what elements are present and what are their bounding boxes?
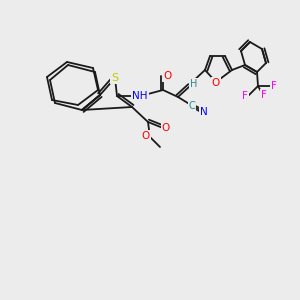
Text: N: N: [200, 107, 208, 117]
Text: S: S: [111, 73, 118, 83]
Text: H: H: [190, 79, 198, 89]
Text: F: F: [271, 81, 277, 91]
Text: O: O: [142, 131, 150, 141]
Text: NH: NH: [132, 91, 148, 101]
Text: O: O: [163, 71, 171, 81]
Text: F: F: [242, 91, 248, 101]
Text: F: F: [261, 90, 267, 100]
Text: O: O: [212, 78, 220, 88]
Text: C: C: [189, 101, 195, 111]
Text: O: O: [162, 123, 170, 133]
